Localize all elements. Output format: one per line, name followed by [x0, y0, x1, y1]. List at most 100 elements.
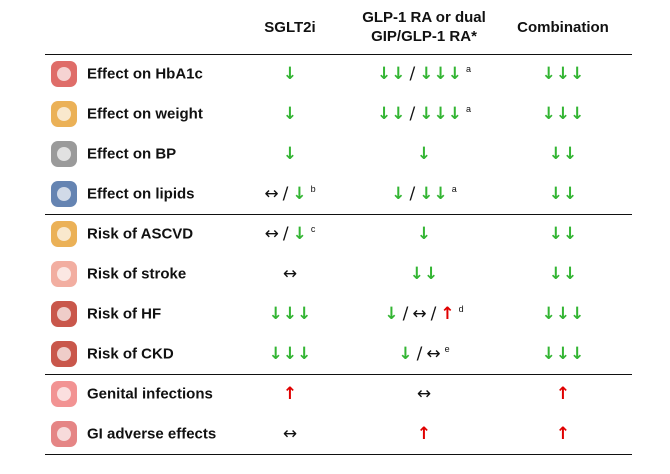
row-label: Effect on BP — [87, 145, 177, 163]
footnote-mark: a — [451, 184, 457, 194]
arrow: ↑ — [440, 304, 455, 324]
cell: ↓ / ↔ e — [396, 344, 451, 364]
arrow: ↓ — [391, 184, 406, 204]
cell: ↔ — [281, 264, 299, 284]
arrow: ↓↓↓ — [268, 304, 312, 324]
rule — [45, 374, 632, 375]
arrow: ↔ — [412, 304, 427, 324]
rule — [45, 454, 632, 455]
row-icon — [51, 261, 77, 287]
row-label: Effect on lipids — [87, 185, 195, 203]
cell: ↔ — [281, 424, 299, 444]
cell: ↓ — [281, 104, 299, 124]
arrow: ↓ — [416, 224, 432, 244]
arrow: ↓↓↓ — [541, 104, 585, 124]
footnote-mark: e — [444, 344, 450, 354]
row-icon — [51, 341, 77, 367]
arrow: ↓ — [282, 104, 298, 124]
arrow: ↔ — [416, 384, 432, 404]
rule — [45, 54, 632, 55]
cell: ↓↓↓ — [267, 344, 314, 364]
arrow: ↓↓ — [419, 184, 448, 204]
footnote-mark: a — [465, 64, 471, 74]
row-icon — [51, 421, 77, 447]
arrow: ↑ — [555, 424, 571, 444]
arrow: ↓↓ — [409, 264, 439, 284]
cell: ↑ — [554, 384, 572, 404]
cell: ↓↓ — [408, 264, 441, 284]
arrow: / — [409, 104, 416, 124]
arrow: ↓↓↓ — [541, 344, 585, 364]
row-icon — [51, 101, 77, 127]
arrow: ↓↓↓ — [268, 344, 312, 364]
header-line: Combination — [517, 19, 609, 36]
cell: ↔ / ↓ c — [263, 224, 318, 244]
row-label: Genital infections — [87, 385, 213, 403]
arrow: ↓ — [282, 64, 298, 84]
arrow: ↓↓ — [548, 184, 578, 204]
footnote-mark: d — [458, 304, 464, 314]
cell: ↓↓ — [547, 264, 580, 284]
row-icon — [51, 221, 77, 247]
cell: ↓↓↓ — [267, 304, 314, 324]
cell: ↓↓ / ↓↓↓ a — [375, 64, 473, 84]
arrow: ↓↓↓ — [541, 304, 585, 324]
cell: ↓↓ — [547, 184, 580, 204]
cell: ↓↓ — [547, 144, 580, 164]
arrow: ↔ — [426, 344, 441, 364]
arrow: ↓↓ — [548, 144, 578, 164]
arrow: ↓↓ — [377, 64, 406, 84]
arrow: / — [416, 344, 423, 364]
cell: ↓ — [415, 144, 433, 164]
row-label: Risk of HF — [87, 305, 162, 323]
arrow: / — [409, 184, 416, 204]
arrow: ↑ — [416, 424, 432, 444]
arrow: ↓↓↓ — [419, 64, 462, 84]
arrow: ↓ — [416, 144, 432, 164]
cell: ↓ — [281, 64, 299, 84]
column-header: GLP-1 RA or dual GIP/GLP-1 RA* — [362, 8, 486, 46]
arrow: ↓ — [282, 144, 298, 164]
arrow: ↔ — [264, 184, 279, 204]
cell: ↓ / ↓↓ a — [389, 184, 459, 204]
footnote-mark: c — [310, 224, 316, 234]
row-label: Risk of CKD — [87, 345, 174, 363]
cell: ↓ — [415, 224, 433, 244]
cell: ↓ / ↔ / ↑ d — [382, 304, 465, 324]
header-line: GIP/GLP-1 RA* — [371, 28, 477, 45]
column-header: Combination — [517, 18, 609, 37]
arrow: ↓↓↓ — [419, 104, 462, 124]
arrow: / — [430, 304, 437, 324]
arrow: / — [282, 224, 289, 244]
arrow: ↓↓ — [548, 224, 578, 244]
cell: ↓↓↓ — [540, 104, 587, 124]
cell: ↓↓ — [547, 224, 580, 244]
header-line: SGLT2i — [264, 19, 316, 36]
cell: ↑ — [281, 384, 299, 404]
arrow: ↓ — [384, 304, 399, 324]
cell: ↓↓ / ↓↓↓ a — [375, 104, 473, 124]
row-label: Effect on weight — [87, 105, 203, 123]
column-header: SGLT2i — [264, 18, 315, 37]
footnote-mark: a — [465, 104, 471, 114]
row-icon — [51, 381, 77, 407]
row-icon — [51, 61, 77, 87]
arrow: ↓ — [398, 344, 413, 364]
cell: ↓↓↓ — [540, 64, 587, 84]
footnote-mark: b — [310, 184, 316, 194]
row-label: Risk of ASCVD — [87, 225, 194, 243]
cell: ↓↓↓ — [540, 304, 587, 324]
row-icon — [51, 301, 77, 327]
arrow: ↓ — [292, 224, 307, 244]
arrow: / — [409, 64, 416, 84]
arrow: ↓ — [292, 184, 307, 204]
arrow: ↑ — [282, 384, 298, 404]
cell: ↔ — [415, 384, 433, 404]
arrow: ↓↓ — [377, 104, 406, 124]
rule — [45, 214, 632, 215]
arrow: ↓↓ — [548, 264, 578, 284]
arrow: / — [402, 304, 409, 324]
row-label: Risk of stroke — [87, 265, 187, 283]
row-label: GI adverse effects — [87, 425, 217, 443]
